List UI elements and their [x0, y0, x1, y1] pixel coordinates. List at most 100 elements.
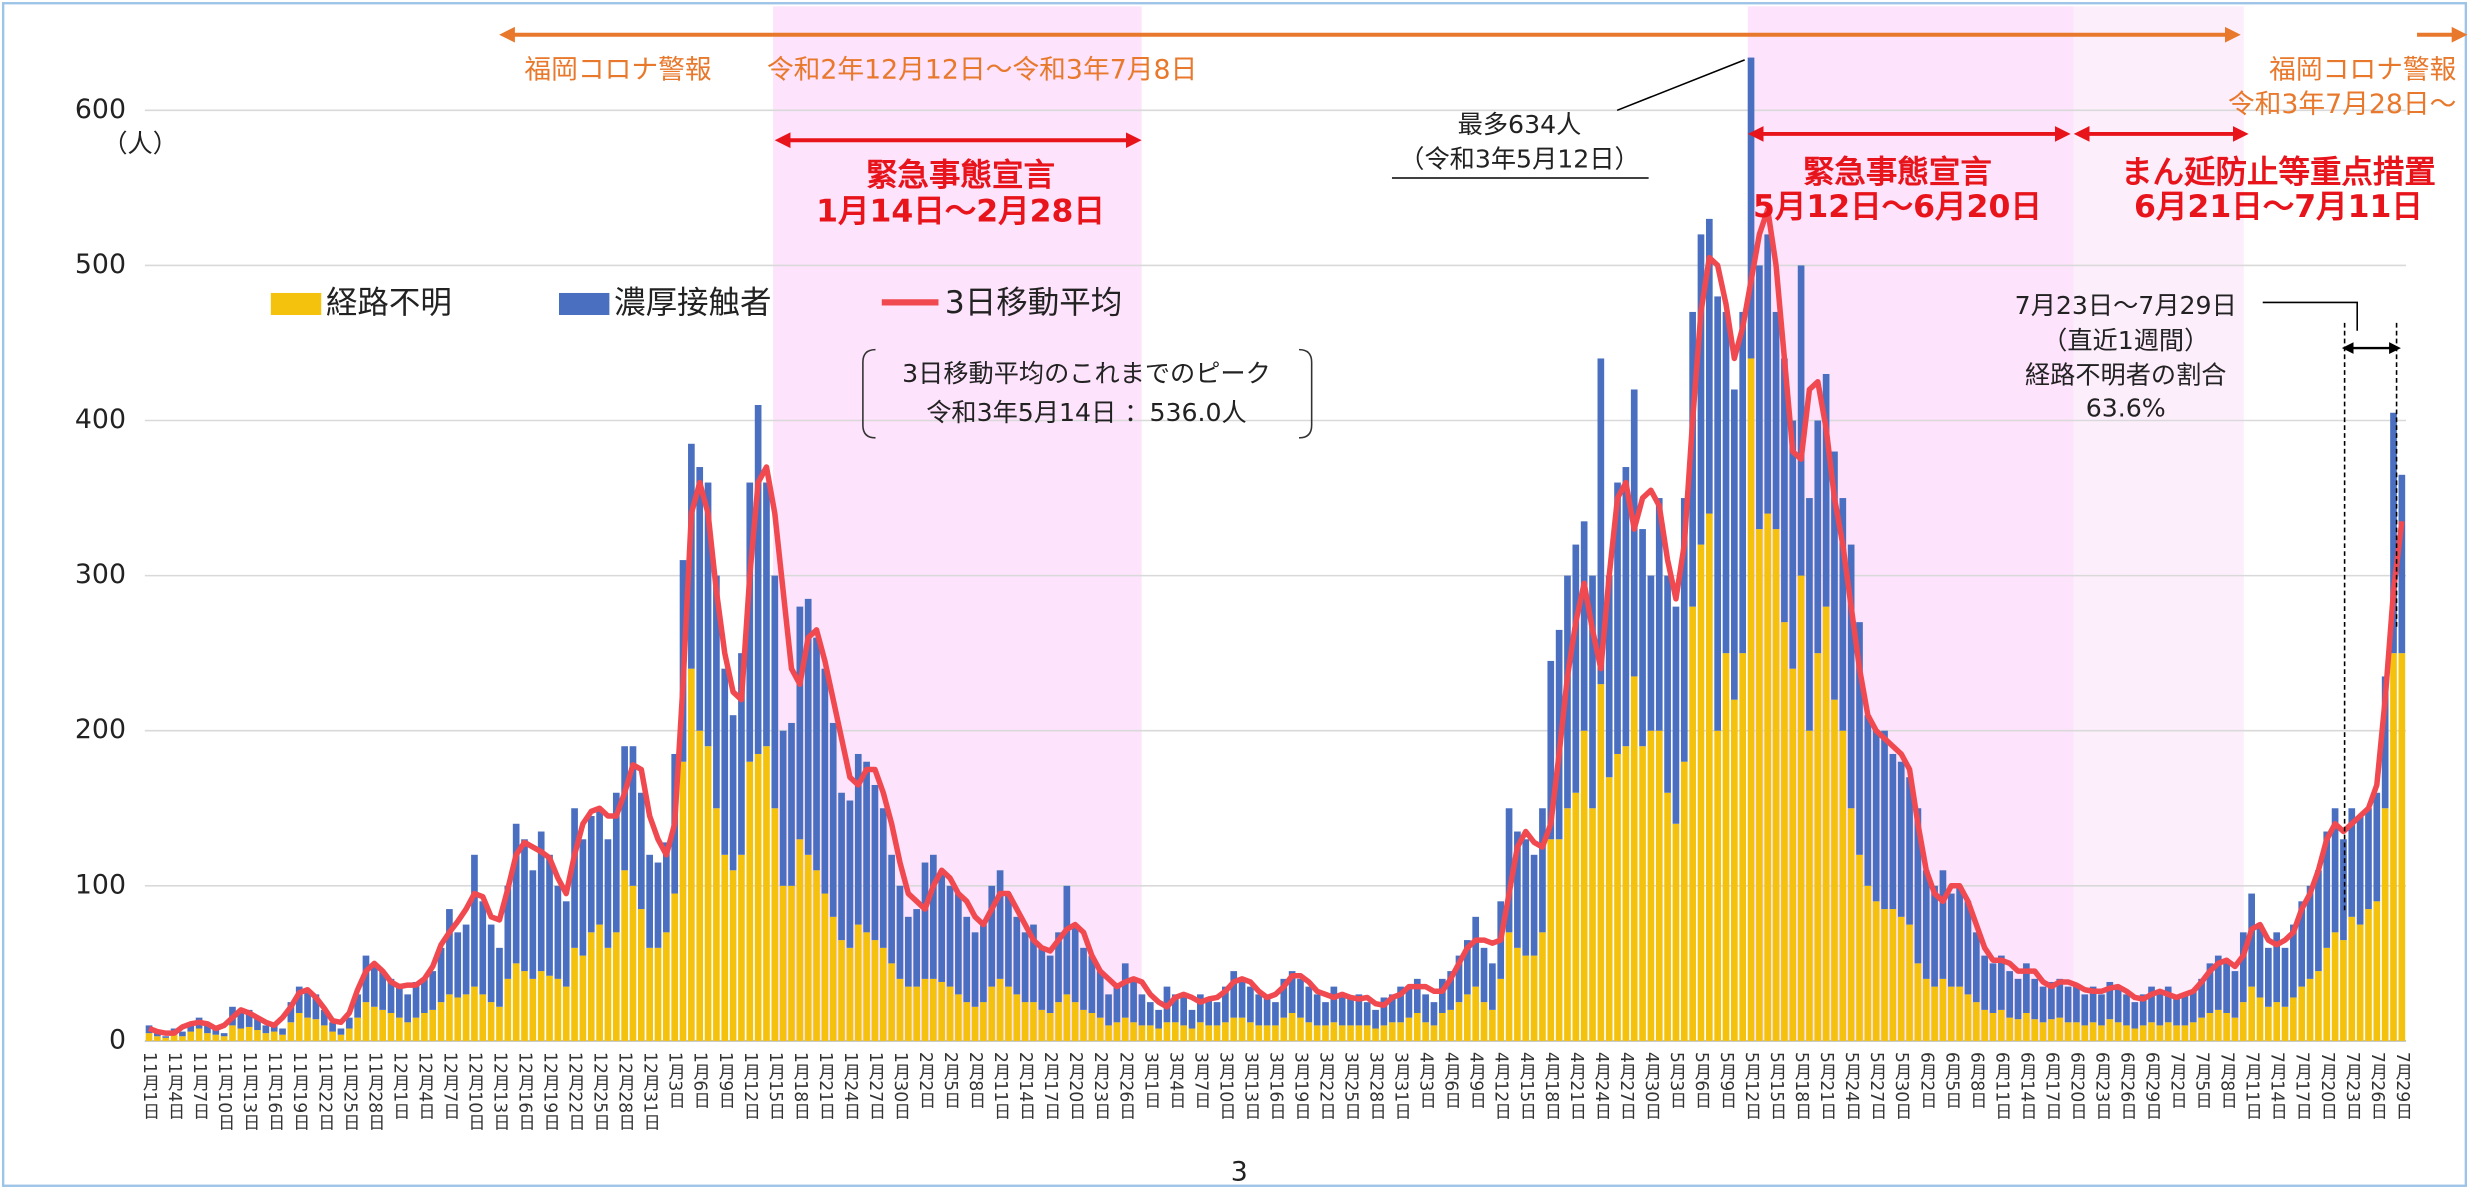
bar	[1981, 1009, 1988, 1041]
x-tick-label: 12月22日	[565, 1052, 586, 1131]
bar	[913, 986, 920, 1041]
bar	[345, 1028, 353, 1041]
bar	[1155, 1009, 1162, 1029]
bar	[446, 909, 453, 995]
x-tick-label: 1月12日	[740, 1052, 761, 1120]
bar	[2348, 808, 2356, 917]
bar	[1680, 498, 1688, 762]
x-tick-label: 12月28日	[615, 1052, 636, 1131]
bar	[2139, 1025, 2147, 1041]
bar	[2023, 1012, 2030, 1041]
bar	[846, 947, 854, 1041]
bar	[1063, 994, 1071, 1041]
bar	[1489, 963, 1496, 1010]
bar	[1705, 218, 1713, 514]
bar	[1197, 1022, 1204, 1041]
bar	[746, 482, 754, 762]
bar	[1981, 955, 1988, 1010]
bar	[1864, 715, 1872, 886]
bar	[1614, 753, 1621, 1041]
annotation: 63.6%	[2086, 393, 2166, 422]
x-tick-label: 4月21日	[1566, 1052, 1587, 1120]
x-tick-label: 7月11日	[2242, 1052, 2263, 1120]
bar	[1922, 870, 1930, 979]
x-tick-label: 5月3日	[1666, 1052, 1687, 1109]
bar	[2365, 909, 2372, 1041]
bar	[1480, 947, 1488, 1003]
bar	[838, 792, 845, 941]
bar	[295, 986, 303, 1013]
bar	[529, 978, 537, 1041]
bar	[1080, 1009, 1087, 1041]
bar	[921, 978, 929, 1041]
bar	[1530, 955, 1538, 1041]
x-tick-label: 7月17日	[2292, 1052, 2313, 1120]
bar	[2256, 924, 2264, 998]
bar	[1180, 1025, 1187, 1041]
bar	[562, 986, 570, 1041]
bar	[2198, 978, 2205, 1018]
x-tick-label: 6月23日	[2091, 1052, 2112, 1120]
bar	[2031, 1019, 2039, 1041]
legend-label: 濃厚接触者	[614, 285, 771, 321]
bar	[1380, 1025, 1388, 1041]
bar	[2056, 978, 2064, 1018]
bar	[1797, 265, 1805, 576]
bar	[930, 854, 937, 979]
bar	[1789, 668, 1797, 1041]
bar	[2373, 901, 2381, 1041]
bar	[2081, 1025, 2089, 1041]
bar	[354, 1017, 361, 1041]
bar	[154, 1033, 161, 1037]
bar	[1372, 1028, 1379, 1041]
bar	[2356, 816, 2364, 925]
bar	[2098, 994, 2105, 1026]
bar	[1505, 932, 1513, 1041]
bar	[1005, 893, 1012, 987]
bar	[587, 932, 595, 1041]
bar	[1972, 1002, 1980, 1041]
bar	[1472, 986, 1480, 1041]
bar	[487, 1002, 495, 1041]
bar	[1288, 1012, 1296, 1041]
y-tick-label: 0	[109, 1024, 126, 1055]
x-tick-label: 4月24日	[1591, 1052, 1612, 1120]
x-tick-label: 12月10日	[464, 1052, 485, 1131]
bar	[370, 963, 378, 1007]
bar	[671, 893, 679, 1041]
x-tick-label: 11月19日	[289, 1052, 310, 1131]
bar	[2214, 955, 2222, 1010]
bar	[2181, 1025, 2189, 1041]
bar	[1731, 389, 1738, 700]
bar	[596, 808, 603, 925]
bar	[2248, 893, 2255, 987]
bar	[1889, 753, 1897, 910]
bar	[304, 1017, 311, 1041]
bar	[229, 1025, 236, 1041]
x-tick-label: 3月1日	[1140, 1052, 1161, 1109]
bar	[1480, 1002, 1488, 1041]
annotation: 経路不明者の割合	[2025, 360, 2227, 389]
bar	[1989, 1012, 1997, 1041]
annotation: 緊急事態宣言	[866, 157, 1055, 193]
bar	[1247, 1022, 1254, 1041]
annotation: （令和3年5月12日）	[1399, 145, 1639, 174]
bar	[1188, 1009, 1196, 1029]
bar	[2173, 1025, 2180, 1041]
bar	[2273, 932, 2281, 1003]
bar	[621, 870, 628, 1041]
x-tick-label: 5月15日	[1766, 1052, 1787, 1120]
bar	[521, 839, 528, 972]
bar	[204, 1033, 211, 1041]
bar	[2340, 940, 2347, 1041]
bar	[1096, 971, 1104, 1018]
bar	[1030, 924, 1037, 1003]
bar	[170, 1034, 178, 1041]
bar	[462, 924, 470, 995]
bar	[1388, 1022, 1396, 1041]
bar	[1764, 513, 1772, 1041]
bar	[871, 940, 879, 1041]
bar	[1705, 513, 1713, 1041]
bar	[1247, 986, 1254, 1023]
